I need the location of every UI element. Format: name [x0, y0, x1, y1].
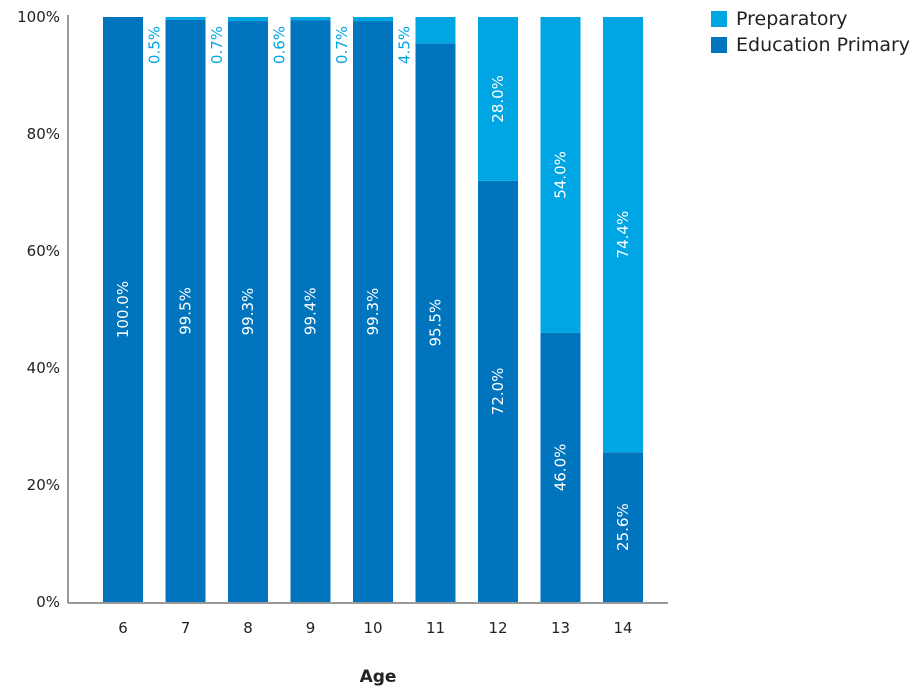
legend-swatch	[711, 11, 727, 27]
x-tick-label: 13	[551, 619, 570, 637]
data-label-preparatory-age-9: 0.6%	[271, 26, 289, 64]
data-label-education-primary-age-12: 72.0%	[489, 368, 507, 416]
bar-preparatory-age-11	[415, 17, 456, 44]
data-label-education-primary-age-13: 46.0%	[552, 444, 570, 492]
data-label-education-primary-age-9: 99.4%	[302, 287, 320, 335]
bar-education-primary-age-8	[228, 21, 268, 603]
data-label-education-primary-age-7: 99.5%	[177, 287, 195, 335]
data-label-preparatory-age-8: 0.7%	[208, 26, 226, 64]
data-label-preparatory-age-7: 0.5%	[146, 26, 164, 64]
y-tick-label: 80%	[27, 125, 60, 143]
bar-education-primary-age-12	[478, 180, 518, 603]
x-tick-label: 8	[243, 619, 253, 637]
x-tick-label: 6	[118, 619, 128, 637]
bar-preparatory-age-10	[353, 17, 393, 22]
x-tick-label: 7	[181, 619, 191, 637]
bar-preparatory-age-14	[603, 17, 643, 453]
data-label-preparatory-age-13: 54.0%	[552, 151, 570, 199]
bar-education-primary-age-7	[165, 19, 206, 603]
bar-preparatory-age-7	[165, 17, 206, 20]
x-axis-title: Age	[360, 667, 397, 686]
bar-education-primary-age-13	[540, 332, 581, 602]
bar-preparatory-age-13	[540, 17, 581, 333]
y-tick-label: 100%	[17, 8, 60, 26]
data-label-education-primary-age-6: 100.0%	[114, 281, 132, 338]
data-label-preparatory-age-12: 28.0%	[489, 75, 507, 123]
bar-education-primary-age-10	[353, 21, 393, 603]
bar-education-primary-age-9	[290, 20, 331, 602]
bar-preparatory-age-9	[290, 17, 331, 21]
y-axis: 0% 20% 40% 60% 80% 100%	[17, 8, 69, 611]
data-label-education-primary-age-8: 99.3%	[239, 288, 257, 336]
legend-swatch	[711, 37, 727, 53]
x-tick-label: 9	[306, 619, 316, 637]
bar-preparatory-age-12	[478, 17, 518, 181]
x-axis: 6 7 8 9 10 11 12 13 14	[68, 602, 668, 637]
data-label-education-primary-age-14: 25.6%	[614, 503, 632, 551]
x-tick-label: 11	[426, 619, 445, 637]
data-label-education-primary-age-10: 99.3%	[364, 288, 382, 336]
x-tick-label: 12	[488, 619, 507, 637]
bar-education-primary-age-6	[103, 17, 143, 602]
data-label-preparatory-age-10: 0.7%	[333, 26, 351, 64]
bar-labels-layer: 100.0% 99.5% 0.5% 99.3% 0.7% 99.4% 0.6% 99.3% 0.…	[114, 26, 632, 551]
data-label-preparatory-age-11: 4.5%	[396, 26, 414, 64]
bar-education-primary-age-11	[415, 43, 456, 602]
y-tick-label: 60%	[27, 242, 60, 260]
y-tick-label: 40%	[27, 359, 60, 377]
y-tick-label: 20%	[27, 476, 60, 494]
bar-education-primary-age-14	[603, 452, 643, 602]
data-label-education-primary-age-11: 95.5%	[427, 299, 445, 347]
data-label-preparatory-age-14: 74.4%	[614, 211, 632, 259]
legend-label: Education Primary	[736, 34, 910, 56]
bar-preparatory-age-8	[228, 17, 268, 22]
x-tick-label: 10	[363, 619, 382, 637]
legend-label: Preparatory	[736, 8, 848, 30]
y-tick-label: 0%	[36, 593, 60, 611]
bars-layer	[103, 17, 643, 603]
x-tick-label: 14	[613, 619, 632, 637]
legend: Preparatory Education Primary	[711, 8, 910, 56]
